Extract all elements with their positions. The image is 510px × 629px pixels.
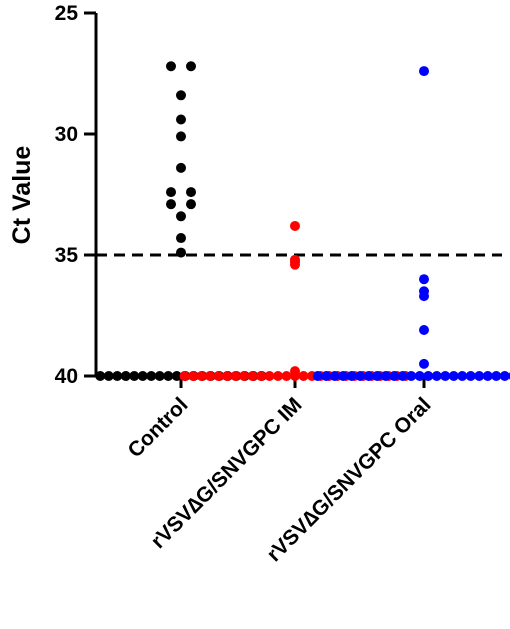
data-point (419, 325, 429, 335)
y-axis: 25 30 35 40 (55, 2, 96, 388)
data-point (176, 233, 186, 243)
data-point (186, 187, 196, 197)
data-point (186, 199, 196, 209)
data-point (290, 260, 300, 270)
data-point (419, 359, 429, 369)
data-point (176, 90, 186, 100)
data-point (166, 61, 176, 71)
data-point (290, 366, 300, 376)
y-tick-label: 35 (55, 244, 79, 267)
data-point (166, 199, 176, 209)
y-tick-label: 25 (55, 2, 79, 25)
data-point (176, 211, 186, 221)
y-axis-title: Ct Value (8, 146, 36, 245)
data-point (176, 131, 186, 141)
data-point (419, 291, 429, 301)
category-label: Control (123, 393, 192, 462)
data-point (419, 66, 429, 76)
y-tick-label: 40 (55, 365, 78, 388)
data-point (419, 274, 429, 284)
y-tick-label: 30 (55, 123, 78, 146)
data-point (176, 114, 186, 124)
data-point (176, 248, 186, 258)
data-point (186, 61, 196, 71)
data-point (166, 187, 176, 197)
data-points (95, 61, 510, 381)
data-point (290, 221, 300, 231)
data-point (176, 163, 186, 173)
